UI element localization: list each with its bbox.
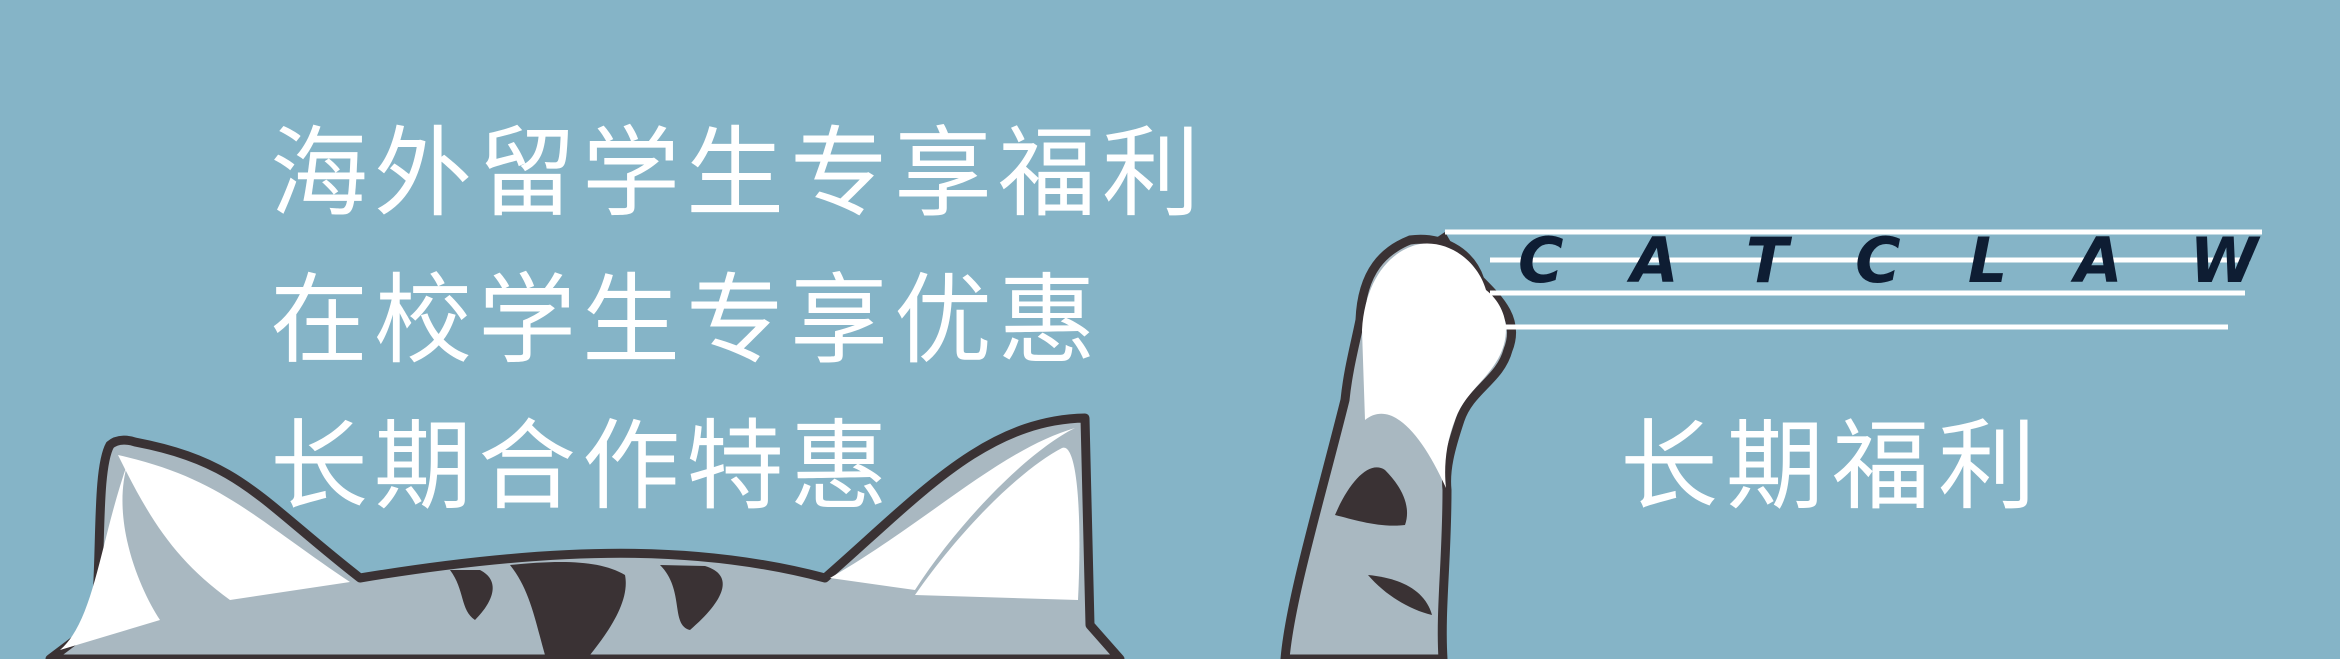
headline-line-1: 海外留学生专享福利 (270, 117, 1207, 231)
cat-paw-illustration (1280, 232, 1517, 659)
brand-letter: W (2189, 224, 2258, 297)
brand-letter: A (2074, 224, 2123, 297)
brand-letter: T (1745, 224, 1789, 297)
brand-letter: C (1855, 224, 1901, 297)
headline-line-3: 长期合作特惠 (270, 410, 895, 524)
brand-letter: C (1518, 224, 1564, 297)
cat-body-illustration (45, 413, 1125, 659)
subheading: 长期福利 (1620, 410, 2045, 524)
brand-wordmark: C A T C L A W (1518, 230, 2258, 292)
brand-letter: L (1967, 224, 2008, 297)
brand-letter: A (1630, 224, 1679, 297)
headline-line-2: 在校学生专享优惠 (270, 264, 1103, 378)
